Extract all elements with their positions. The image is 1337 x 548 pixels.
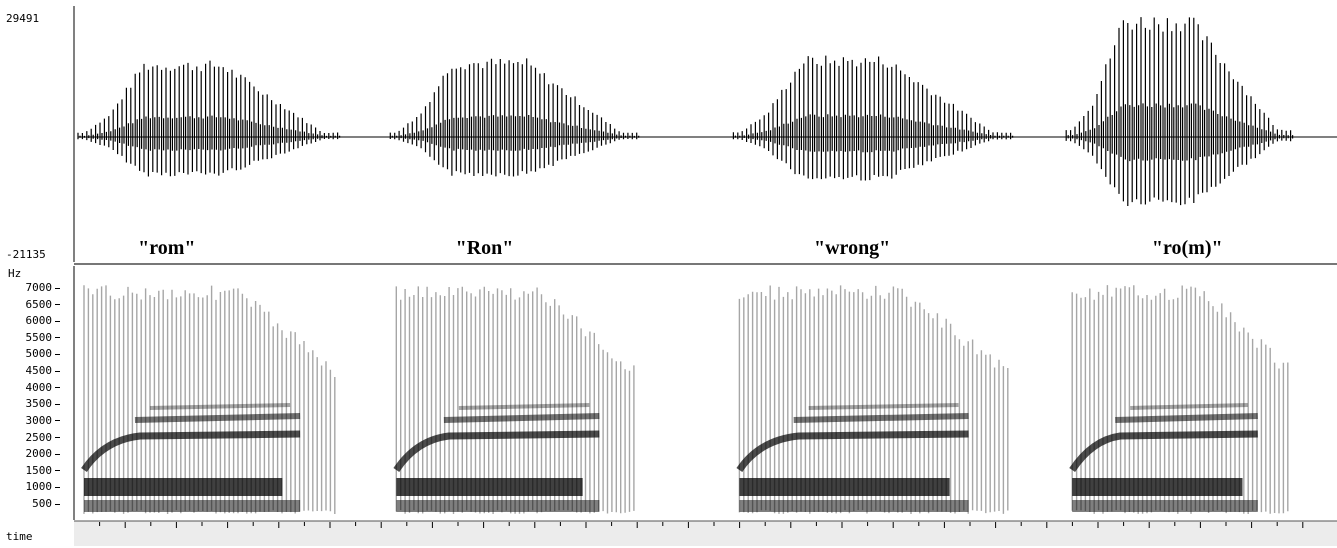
- freq-tick-label: 1500: [4, 464, 60, 477]
- spectrogram-striations: [83, 285, 336, 514]
- freq-tick-label: 6500: [4, 298, 60, 311]
- formant-f1: [84, 478, 283, 496]
- formant-f3: [81, 430, 301, 473]
- time-axis-label: time: [6, 530, 33, 543]
- waveform-segment: [77, 60, 341, 177]
- formant-f5: [458, 403, 590, 410]
- freq-tick-label: 7000: [4, 282, 60, 294]
- formant-f1: [739, 478, 950, 496]
- time-tick-marks: [99, 522, 1304, 528]
- formant-f4: [134, 413, 301, 423]
- formant-f3: [393, 430, 600, 472]
- voicing-bar: [739, 500, 969, 512]
- formant-f4: [793, 413, 969, 423]
- formant-f4: [1115, 413, 1258, 423]
- formant-f3: [736, 430, 969, 473]
- waveform: [77, 17, 1294, 206]
- freq-tick-label: 2500: [4, 431, 60, 444]
- freq-tick-label: 500: [4, 498, 60, 510]
- waveform-min-label: -21135: [6, 248, 46, 261]
- formant-f5: [149, 403, 291, 410]
- word-label: "rom": [138, 237, 196, 259]
- freq-tick-label: 2000: [4, 448, 60, 460]
- waveform-segment: [389, 58, 640, 177]
- freq-tick-label: 1000: [4, 481, 60, 493]
- voicing-bar: [396, 500, 600, 512]
- freq-tick-label: 3000: [4, 414, 60, 427]
- formant-f4: [443, 413, 600, 423]
- voicing-bar: [1072, 500, 1258, 512]
- freq-tick-label: 4500: [4, 365, 60, 377]
- spectrogram-hz-label: Hz: [8, 267, 22, 280]
- formant-f5: [808, 403, 959, 410]
- spectrogram-striations: [1071, 285, 1289, 514]
- freq-tick-label: 5000: [4, 348, 60, 360]
- spectrogram: [81, 285, 1289, 514]
- word-label: "ro(m)": [1151, 237, 1223, 259]
- formant-f5: [1130, 403, 1248, 410]
- word-label: "wrong": [814, 237, 891, 259]
- waveform-segment: [1065, 17, 1294, 206]
- time-axis-bar: [74, 521, 1337, 546]
- word-label: "Ron": [455, 237, 514, 259]
- freq-tick-label: 4000: [4, 381, 60, 394]
- waveform-max-label: 29491: [6, 12, 40, 25]
- freq-tick-label: 5500: [4, 331, 60, 344]
- freq-tick-label: 6000: [4, 315, 60, 327]
- freq-tick-label: 3500: [4, 398, 60, 410]
- formant-f1: [396, 478, 583, 496]
- spectrogram-striations: [395, 286, 635, 514]
- voicing-bar: [84, 500, 301, 512]
- formant-f1: [1072, 478, 1243, 496]
- formant-f3: [1069, 430, 1258, 472]
- waveform-segment: [732, 55, 1014, 181]
